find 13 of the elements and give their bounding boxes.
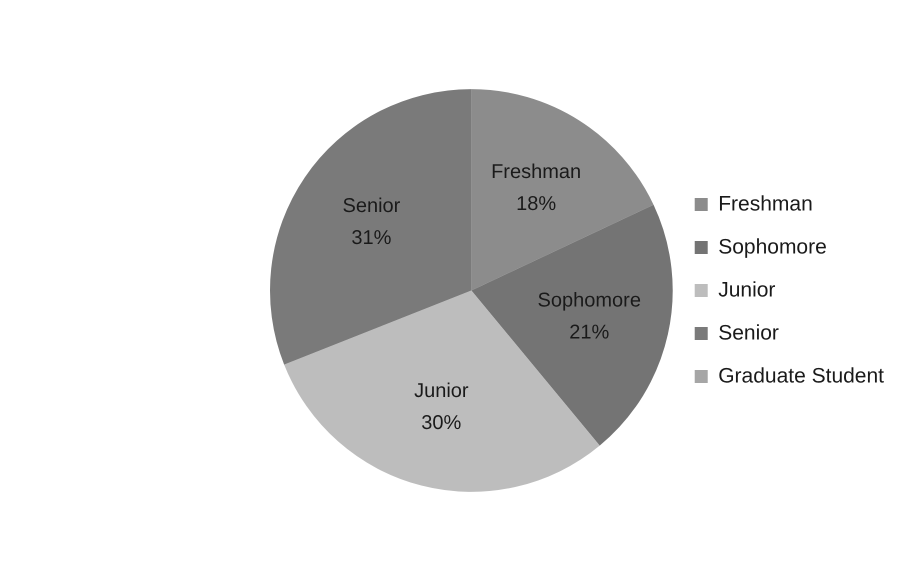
slice-label: Senior <box>342 195 401 218</box>
data-label: 18% <box>516 193 556 216</box>
legend-label: Junior <box>718 278 776 302</box>
legend-label: Senior <box>718 321 779 344</box>
legend-label: Graduate Student <box>718 364 884 388</box>
legend-label: Freshman <box>718 192 813 216</box>
slice-label: Junior <box>414 380 469 402</box>
data-label: 31% <box>351 227 392 250</box>
slice-label: Freshman <box>491 161 582 184</box>
data-label: 30% <box>421 412 462 434</box>
slice-label: Sophomore <box>538 289 641 312</box>
legend-label: Sophomore <box>718 235 827 258</box>
data-label: 21% <box>569 321 610 344</box>
